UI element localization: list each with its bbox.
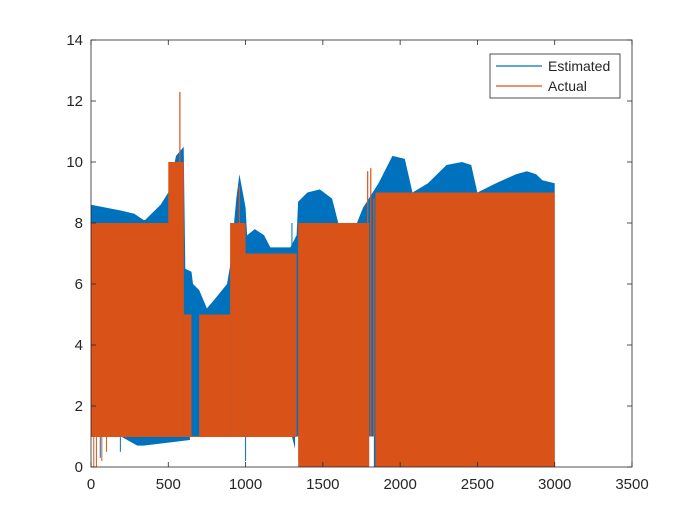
series-actual-segment: [245, 253, 297, 437]
y-tick-label: 4: [75, 337, 83, 354]
x-tick-label: 3500: [615, 476, 648, 493]
plot-area: [91, 91, 555, 467]
axes: 0 500 1000 1500 2000 2500 3000 3500 0 2 4 6 8 10 12 14: [66, 32, 648, 493]
x-tick-label: 1500: [306, 476, 339, 493]
series-actual-gap: [295, 436, 299, 467]
y-tick-label: 10: [66, 154, 83, 171]
series-actual-gap: [369, 436, 374, 467]
y-tick-label: 14: [66, 32, 83, 49]
y-tick-label: 6: [75, 276, 83, 293]
x-tick-label: 0: [87, 476, 95, 493]
legend: Estimated Actual: [489, 53, 621, 99]
x-tick-label: 1000: [229, 476, 262, 493]
x-tick-label: 3000: [538, 476, 571, 493]
series-actual-gap: [189, 436, 200, 467]
y-tick-label: 0: [75, 459, 83, 476]
series-actual-segment: [375, 192, 555, 467]
series-actual-segment: [199, 314, 231, 437]
x-tick-label: 500: [156, 476, 181, 493]
y-tick-label: 12: [66, 93, 83, 110]
x-tick-label: 2000: [383, 476, 416, 493]
series-actual-segment: [298, 223, 370, 467]
legend-box: [489, 53, 621, 99]
axes-box: [90, 39, 633, 468]
x-tick-label: 2500: [461, 476, 494, 493]
y-tick-label: 8: [75, 215, 83, 232]
series-actual-segment: [168, 162, 184, 437]
legend-label-estimated: Estimated: [548, 58, 610, 74]
legend-label-actual: Actual: [548, 78, 587, 94]
y-tick-label: 2: [75, 398, 83, 415]
series-actual-segment: [183, 314, 192, 437]
series-actual-segment: [230, 223, 246, 437]
